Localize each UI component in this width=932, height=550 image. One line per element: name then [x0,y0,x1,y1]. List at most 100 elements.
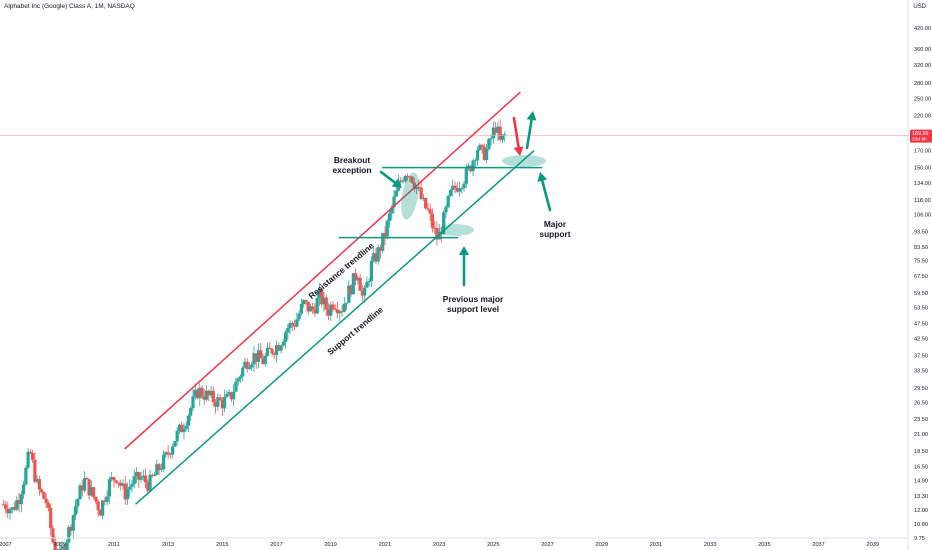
candle-body [137,472,141,480]
major-support-arrow [537,172,552,212]
candle-body [21,484,26,495]
candle-body [498,126,502,140]
candle-body [232,391,236,400]
candle-body [311,306,315,310]
candle-body [263,355,267,365]
candle-body [496,126,500,133]
trendlines [0,91,908,505]
candle-body [342,303,346,312]
candle-body [399,180,403,183]
candle-body [82,477,87,491]
candle-body [333,308,337,310]
y-tick-label: 29.50 [914,386,928,392]
candle-body [53,542,57,550]
y-tick-label: 10.80 [914,522,928,528]
candle-body [193,389,197,397]
y-tick-label: 47.50 [914,321,928,327]
y-tick-label: 12.00 [914,508,928,514]
y-tick-label: 250.00 [914,96,931,102]
candle-body [37,479,41,490]
candle-body [46,503,51,508]
candle-body [403,175,407,182]
candle-body [189,408,193,416]
x-tick-label: 2027 [541,542,553,548]
x-tick-label: 2015 [216,542,228,548]
candle-body [487,139,491,150]
candle-body [162,454,166,470]
x-tick-label: 2033 [704,542,716,548]
candle-body [485,149,489,160]
candle-body [31,452,35,460]
candle-body [405,175,410,177]
x-tick-label: 2017 [270,542,282,548]
candle-body [71,515,75,531]
chart-title: Alphabet Inc (Google) Class A, 1M, NASDA… [4,3,135,10]
candle-body [394,190,398,197]
breakout-exception-label-line: Breakout [334,155,371,165]
candle-body [26,451,30,468]
y-tick-label: 106.00 [914,213,931,219]
x-axis: 2007 2009 2011 2013 2015 2017 2019 2021 2023 2025… [0,537,908,548]
x-tick-label: 2011 [108,542,120,548]
support-trendline-label-line: Support trendline [325,304,385,357]
candle-body [354,273,358,281]
y-tick-label: 21.00 [914,432,928,438]
candle-body [335,309,340,314]
currency-label: USD [913,4,926,10]
candle-body [360,290,364,296]
candle-body [306,301,310,312]
candle-body [367,280,371,283]
candle-body [204,390,209,400]
previous-support-label-line: Previous major [443,294,504,304]
candle-body [229,392,233,400]
candle-body [356,277,360,281]
breakout-highlight [401,172,419,220]
candles [1,119,507,550]
candle-body [383,232,387,237]
candle-body [408,176,412,178]
candle-body [304,299,308,302]
candle-body [33,459,37,482]
resistance-trendline[interactable] [124,91,521,450]
candle-body [200,387,204,397]
candle-body [164,452,168,455]
candle-body [98,510,102,516]
candle-body [40,489,44,493]
major-support-label-line: support [539,229,570,239]
candle-body [8,509,12,514]
breakout-arrow-shaft [379,170,397,184]
major-support-highlight [502,155,546,167]
support-trendline[interactable] [135,150,535,505]
candle-body [414,187,419,189]
price-tag-countdown: 23d 9h [912,137,927,143]
candle-body [80,485,84,491]
candle-body [89,487,93,496]
candle-body [207,390,211,396]
candle-body [430,213,435,228]
breakout-exception-label: Breakout exception [332,155,371,175]
candle-body [421,197,425,200]
y-tick-label: 18.50 [914,449,928,455]
candle-body [121,483,125,486]
candle-body [152,474,157,477]
candle-body [128,486,132,490]
x-tick-label: 2035 [758,542,770,548]
candle-body [182,428,186,433]
candle-body [1,504,5,506]
candle-body [494,127,498,133]
candle-body [69,527,73,531]
candle-body [363,287,367,296]
candle-body [173,441,177,447]
candle-body [473,160,477,162]
candle-body [279,345,283,351]
candle-body [42,492,46,499]
candle-body [171,446,175,455]
candle-body [250,364,254,368]
candle-body [252,353,256,365]
candle-body [180,424,184,433]
candle-body [503,134,507,136]
candle-body [28,451,32,453]
y-tick-label: 67.50 [914,274,928,280]
candle-body [119,482,123,486]
